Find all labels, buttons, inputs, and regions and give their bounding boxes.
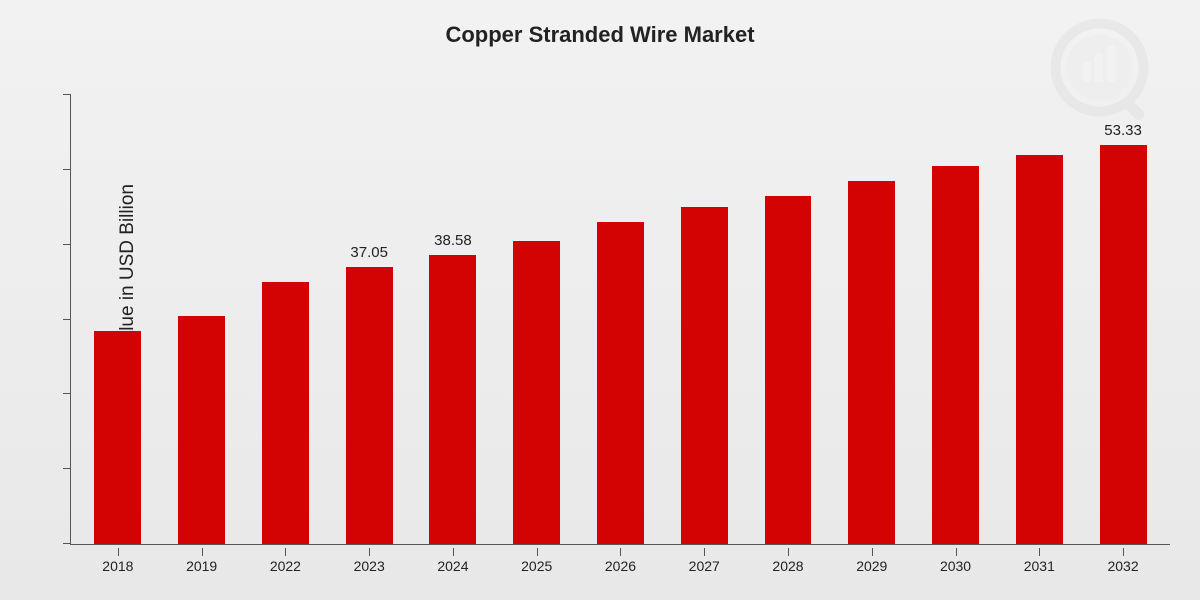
bar: [1016, 155, 1063, 544]
x-axis-tick-label: 2027: [689, 558, 720, 574]
y-tick: [63, 468, 71, 469]
x-tick: [704, 548, 705, 556]
bar-slot: 37.052023: [327, 95, 411, 544]
bar: [262, 282, 309, 544]
x-axis-tick-label: 2022: [270, 558, 301, 574]
bar-value-label: 38.58: [434, 232, 472, 249]
x-axis-tick-label: 2023: [354, 558, 385, 574]
x-axis-tick-label: 2026: [605, 558, 636, 574]
x-tick: [872, 548, 873, 556]
x-axis-tick-label: 2028: [772, 558, 803, 574]
bar-slot: 2031: [997, 95, 1081, 544]
bar-slot: 38.582024: [411, 95, 495, 544]
bar-slot: 2028: [746, 95, 830, 544]
x-tick: [369, 548, 370, 556]
bar: [765, 196, 812, 544]
bar: [94, 331, 141, 544]
x-tick: [285, 548, 286, 556]
x-tick: [620, 548, 621, 556]
bar-slot: 2030: [914, 95, 998, 544]
y-tick: [63, 393, 71, 394]
x-axis-tick-label: 2031: [1024, 558, 1055, 574]
x-tick: [1123, 548, 1124, 556]
bar-slot: 2026: [579, 95, 663, 544]
x-tick: [788, 548, 789, 556]
x-axis-tick-label: 2024: [437, 558, 468, 574]
y-tick: [63, 94, 71, 95]
bar-slot: 53.332032: [1081, 95, 1165, 544]
bar-slot: 2025: [495, 95, 579, 544]
x-tick: [1039, 548, 1040, 556]
y-tick: [63, 543, 71, 544]
chart-title: Copper Stranded Wire Market: [0, 22, 1200, 48]
bar: [513, 241, 560, 544]
bars-container: 20182019202237.05202338.5820242025202620…: [71, 95, 1170, 544]
bar: [1100, 145, 1147, 544]
bar-slot: 2022: [244, 95, 328, 544]
bar-slot: 2018: [76, 95, 160, 544]
bar: [178, 316, 225, 544]
x-tick: [202, 548, 203, 556]
bar-slot: 2027: [662, 95, 746, 544]
x-axis-tick-label: 2018: [102, 558, 133, 574]
y-tick: [63, 244, 71, 245]
x-axis-tick-label: 2032: [1107, 558, 1138, 574]
bar: [429, 255, 476, 544]
x-tick: [537, 548, 538, 556]
bar: [681, 207, 728, 544]
x-tick: [453, 548, 454, 556]
x-axis-tick-label: 2019: [186, 558, 217, 574]
bar: [346, 267, 393, 544]
x-tick: [118, 548, 119, 556]
chart-plot-area: 20182019202237.05202338.5820242025202620…: [70, 95, 1170, 545]
y-tick: [63, 319, 71, 320]
bar-value-label: 53.33: [1104, 122, 1142, 139]
y-tick: [63, 169, 71, 170]
x-tick: [956, 548, 957, 556]
bar: [932, 166, 979, 544]
bar-slot: 2029: [830, 95, 914, 544]
bar-value-label: 37.05: [350, 244, 388, 261]
x-axis-tick-label: 2029: [856, 558, 887, 574]
bar-slot: 2019: [160, 95, 244, 544]
bar: [848, 181, 895, 544]
x-axis-tick-label: 2030: [940, 558, 971, 574]
x-axis-tick-label: 2025: [521, 558, 552, 574]
bar: [597, 222, 644, 544]
